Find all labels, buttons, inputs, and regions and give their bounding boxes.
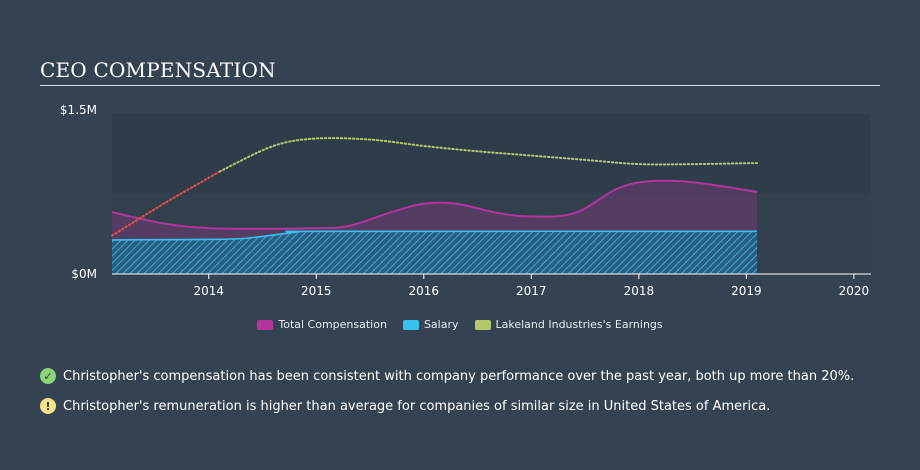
x-tick-label: 2019 xyxy=(731,284,762,298)
remuneration-note: ! Christopher's remuneration is higher t… xyxy=(40,398,770,414)
legend-swatch-total-compensation xyxy=(257,319,274,330)
salary-line xyxy=(111,230,758,241)
check-icon: ✓ xyxy=(40,368,56,384)
info-icon: ! xyxy=(40,398,56,414)
legend-item-earnings[interactable]: Lakeland Industries's Earnings xyxy=(474,318,663,331)
legend-label-salary: Salary xyxy=(423,318,459,331)
page-title: CEO COMPENSATION xyxy=(40,58,276,82)
y-tick-label: $0M xyxy=(71,267,97,281)
x-tick-label: 2017 xyxy=(516,284,547,298)
y-tick-label: $1.5M xyxy=(60,103,97,117)
legend-item-salary[interactable]: Salary xyxy=(402,318,459,331)
legend-label-total-compensation: Total Compensation xyxy=(278,318,387,331)
remuneration-note-text: Christopher's remuneration is higher tha… xyxy=(63,398,771,414)
x-tick-label: 2015 xyxy=(301,284,332,298)
earnings-line-early xyxy=(111,170,221,237)
x-tick-label: 2018 xyxy=(624,284,655,298)
earnings-line xyxy=(218,137,759,173)
performance-note-text: Christopher's compensation has been cons… xyxy=(63,368,855,384)
x-tick-label: 2014 xyxy=(193,284,224,298)
legend-swatch-earnings xyxy=(474,319,491,330)
x-tick-label: 2020 xyxy=(839,284,870,298)
performance-note: ✓ Christopher's compensation has been co… xyxy=(40,368,854,384)
compensation-chart: $1.5M $0M 2014 2015 2016 2017 2018 2019 2020 xyxy=(60,103,871,298)
legend-item-total-compensation[interactable]: Total Compensation xyxy=(257,318,387,331)
total-compensation-line xyxy=(111,179,758,230)
plot-band-upper xyxy=(112,114,870,194)
chart-legend: Total Compensation Salary Lakeland Indus… xyxy=(0,318,920,331)
title-divider xyxy=(40,85,880,86)
salary-area xyxy=(112,231,758,274)
legend-label-earnings: Lakeland Industries's Earnings xyxy=(495,318,663,331)
legend-swatch-salary xyxy=(402,319,419,330)
x-tick-label: 2016 xyxy=(409,284,440,298)
